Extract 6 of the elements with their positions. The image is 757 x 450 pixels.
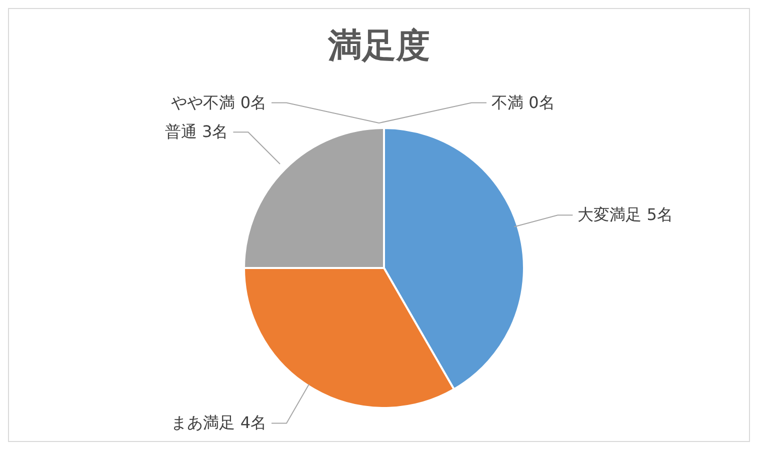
category-label: やや不満 0名	[171, 92, 266, 112]
slice-label: 普通 3名	[164, 122, 228, 142]
category-label: 不満 0名	[492, 92, 555, 112]
slice-label: まあ満足 4名	[171, 413, 266, 432]
slice-label: 大変満足 5名	[578, 205, 673, 224]
chart-title: 満足度	[326, 25, 431, 68]
